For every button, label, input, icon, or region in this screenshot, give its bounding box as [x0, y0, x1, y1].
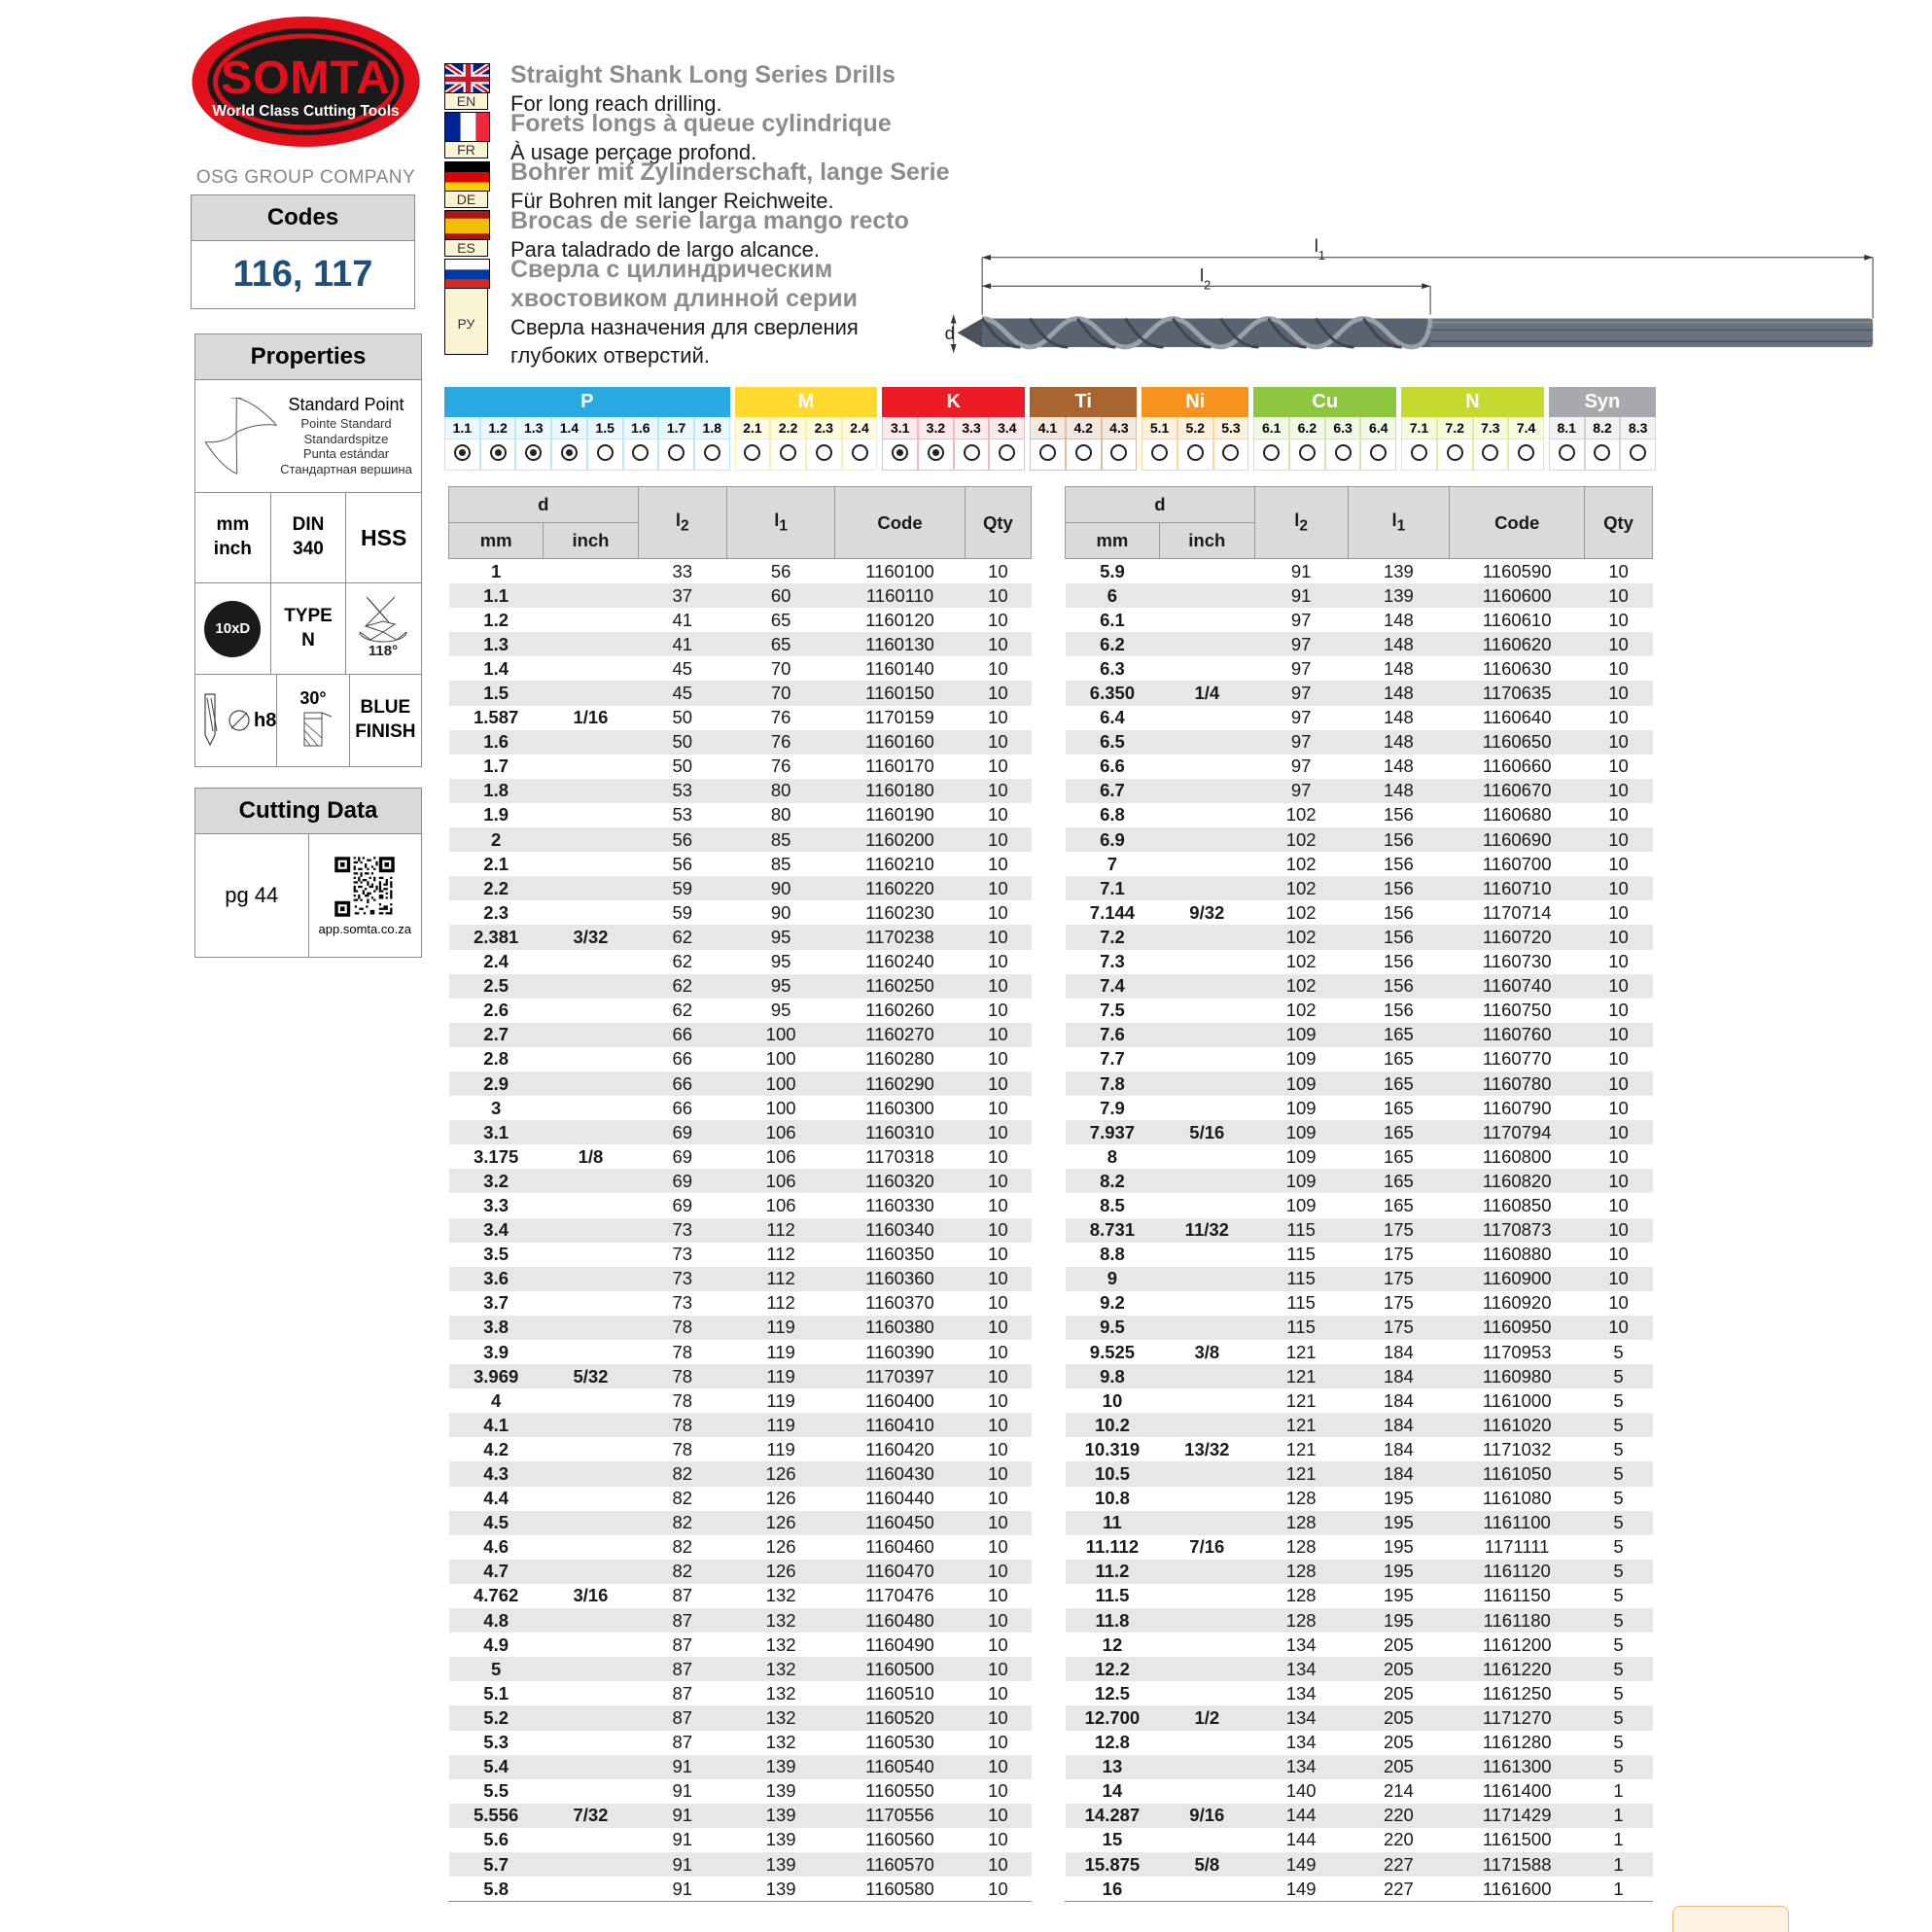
svg-text:l2: l2: [1200, 264, 1211, 292]
svg-text:SOMTA: SOMTA: [221, 53, 391, 104]
svg-text:118°: 118°: [369, 643, 398, 659]
svg-text:d: d: [945, 323, 955, 343]
svg-text:World Class Cutting Tools: World Class Cutting Tools: [212, 103, 399, 120]
